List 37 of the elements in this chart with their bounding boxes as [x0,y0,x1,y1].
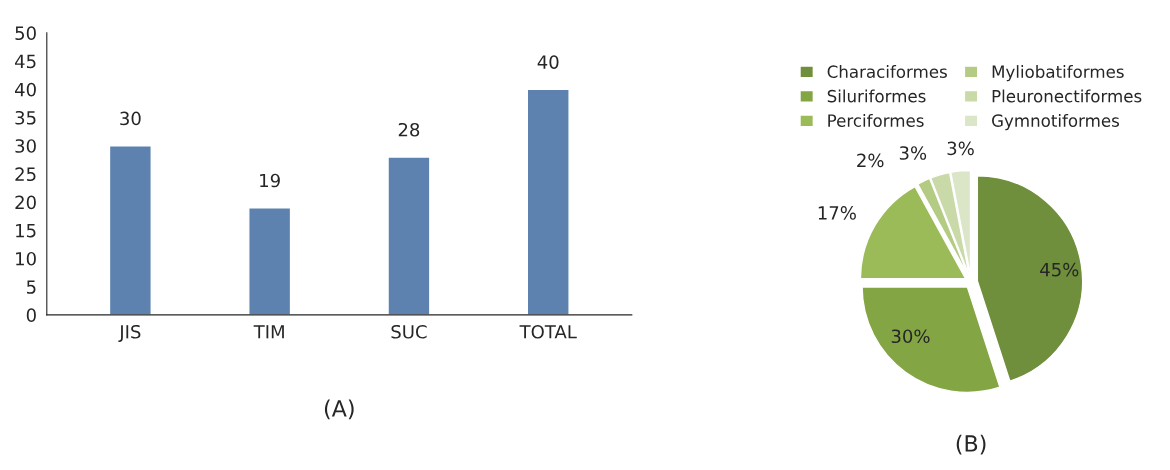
y-tick-label: 10 [16,251,36,266]
data-label: 19 [260,173,280,188]
legend-label: Pleuronectiformes [992,89,1142,103]
data-label: 17% [818,206,856,220]
y-tick-label: 50 [15,26,36,41]
x-tick-label: JIS [118,324,141,342]
y-tick-label: 0 [26,308,36,323]
y-tick-label: 45 [14,54,36,69]
data-label: 3% [947,141,974,156]
data-label: 2% [857,153,884,168]
text: (B) [956,434,986,455]
legend-label: Perciformes [828,114,924,127]
legend-label: Gymnotiformes [992,114,1119,131]
y-tick-label: 25 [15,167,36,182]
y-tick-label: 30 [15,139,36,153]
data-label: 30% [891,329,930,344]
text: (A) [324,399,354,420]
y-tick-label: 40 [14,82,36,97]
data-label: 30 [120,111,141,126]
bar [387,156,431,315]
y-tick-label: 15 [16,224,36,238]
legend-label: Siluriformes [827,89,926,103]
legend-label: Myliobatiformes [992,65,1124,82]
data-label: 40 [537,55,559,69]
data-label: 45% [1040,262,1079,277]
data-label: 3% [899,146,927,160]
y-tick-label: 5 [26,280,36,294]
bar [248,207,292,315]
x-tick-label: TIM [253,325,284,339]
data-label: 28 [398,122,420,137]
bar [526,88,570,315]
legend-label: Characiformes [827,65,947,78]
x-tick-label: SUC [391,324,427,339]
y-tick-label: 20 [15,195,36,210]
x-tick-label: TOTAL [519,324,577,339]
bar [108,145,152,315]
y-tick-label: 35 [15,110,36,125]
